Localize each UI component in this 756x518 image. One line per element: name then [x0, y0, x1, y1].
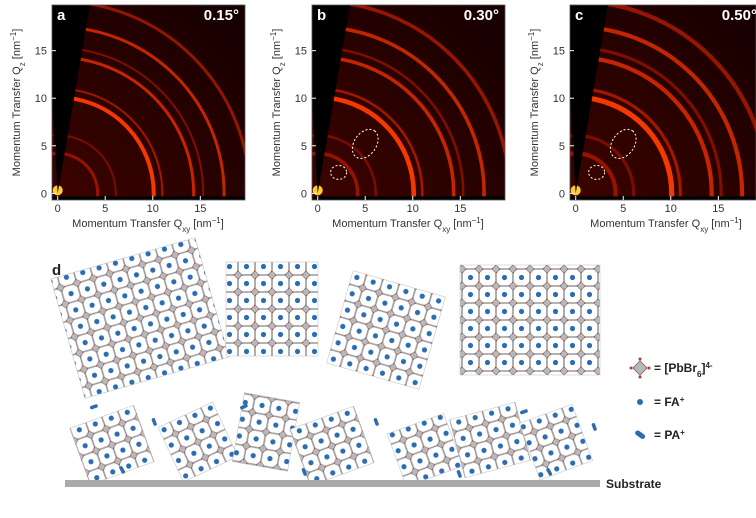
- y-tick-label: 0: [559, 188, 565, 200]
- crystal: [51, 238, 229, 399]
- y-tick-label: 0: [301, 188, 307, 200]
- pa-icon: [634, 429, 646, 439]
- legend-entry-part: = FA: [654, 395, 680, 409]
- y-axis-label-part: [nm: [271, 41, 283, 62]
- crystal: [460, 265, 600, 375]
- y-axis-label-part: [nm: [529, 41, 541, 62]
- y-axis-label-part: ]: [11, 29, 23, 32]
- y-axis-label: Momentum Transfer Qz [nm−1]: [269, 29, 287, 177]
- x-axis-label-part: xy: [700, 225, 708, 234]
- x-tick-label: 15: [712, 203, 724, 215]
- legend: = [PbBr6]4-= FA+= PA+: [654, 361, 713, 443]
- x-axis-label-part: Momentum Transfer Q: [590, 218, 700, 230]
- x-tick-label: 15: [454, 203, 466, 215]
- pa-ion: [591, 423, 597, 432]
- angle-label: 0.30°: [464, 7, 499, 24]
- x-axis-label-part: Momentum Transfer Q: [332, 218, 442, 230]
- y-axis-label-part: ]: [529, 29, 541, 32]
- y-tick-label: 5: [559, 141, 565, 153]
- y-axis-label-part: [nm: [11, 41, 23, 62]
- pa-ion: [520, 409, 529, 415]
- legend-entry-part: 4-: [705, 361, 712, 370]
- x-tick-label: 0: [315, 203, 321, 215]
- substrate-bar: [65, 480, 600, 487]
- crystal: [70, 405, 154, 485]
- substrate-label: Substrate: [606, 477, 662, 491]
- legend-entry: = [PbBr6]4-: [654, 361, 713, 379]
- octahedron-icon: [630, 358, 651, 379]
- y-axis-label-part: ]: [271, 29, 283, 32]
- legend-entry-part: +: [680, 395, 685, 404]
- crystal: [290, 406, 374, 486]
- x-axis-label: Momentum Transfer Qxy [nm−1]: [332, 216, 484, 234]
- horizon-strip: [570, 196, 756, 208]
- y-tick-label: 15: [35, 46, 47, 58]
- x-axis-label-part: [nm: [190, 218, 211, 230]
- x-axis-label: Momentum Transfer Qxy [nm−1]: [72, 216, 224, 234]
- y-axis-label-part: Momentum Transfer Q: [11, 66, 23, 176]
- y-axis-label-part: Momentum Transfer Q: [529, 66, 541, 176]
- x-axis-label-part: Momentum Transfer Q: [72, 218, 182, 230]
- y-tick-label: 15: [295, 46, 307, 58]
- legend-entry-part: +: [680, 428, 685, 437]
- y-tick-label: 10: [35, 93, 47, 105]
- x-axis-label-part: ]: [221, 218, 224, 230]
- y-tick-label: 5: [301, 141, 307, 153]
- crystal-blocks: [51, 238, 600, 487]
- figure: 051015051015Momentum Transfer Qxy [nm−1]…: [0, 0, 756, 518]
- fa-icon: [637, 399, 643, 405]
- y-tick-label: 15: [553, 46, 565, 58]
- angle-label: 0.15°: [204, 7, 239, 24]
- legend-entry: = FA+: [654, 395, 685, 410]
- y-tick-label: 0: [41, 188, 47, 200]
- panel-label: a: [57, 7, 66, 24]
- x-axis-label-part: xy: [442, 225, 450, 234]
- panel-label: d: [52, 262, 61, 279]
- legend-entry: = PA+: [654, 428, 685, 443]
- x-tick-label: 10: [147, 203, 159, 215]
- y-tick-label: 10: [553, 93, 565, 105]
- crystal: [158, 402, 238, 482]
- y-axis-label-part: Momentum Transfer Q: [271, 66, 283, 176]
- x-tick-label: 0: [573, 203, 579, 215]
- y-tick-label: 10: [295, 93, 307, 105]
- schematic: d Substrate = [PbBr6]4-= FA+= PA+: [51, 238, 713, 491]
- crystal: [226, 262, 318, 356]
- pa-ion: [456, 470, 462, 479]
- pa-ion: [151, 418, 157, 427]
- legend-entry-part: = [PbBr: [654, 361, 697, 375]
- panel-label: c: [575, 7, 583, 24]
- x-axis-label-part: [nm: [450, 218, 471, 230]
- x-axis-label-part: xy: [182, 225, 190, 234]
- crystal: [519, 404, 592, 480]
- x-tick-label: 5: [102, 203, 108, 215]
- pa-ion: [373, 418, 379, 427]
- legend-entry-part: = PA: [654, 428, 680, 442]
- x-axis-label-part: [nm: [708, 218, 729, 230]
- x-axis-label: Momentum Transfer Qxy [nm−1]: [590, 216, 742, 234]
- x-tick-label: 5: [362, 203, 368, 215]
- angle-label: 0.50°: [722, 7, 756, 24]
- x-tick-label: 5: [620, 203, 626, 215]
- x-axis-label-part: ]: [481, 218, 484, 230]
- x-tick-label: 15: [194, 203, 206, 215]
- x-axis-label-part: ]: [739, 218, 742, 230]
- pa-ion: [90, 404, 99, 410]
- y-tick-label: 5: [41, 141, 47, 153]
- x-tick-label: 0: [55, 203, 61, 215]
- x-tick-label: 10: [665, 203, 677, 215]
- crystal: [232, 393, 299, 472]
- panel-label: b: [317, 7, 326, 24]
- crystal: [327, 271, 446, 390]
- x-tick-label: 10: [407, 203, 419, 215]
- y-axis-label: Momentum Transfer Qz [nm−1]: [527, 29, 545, 177]
- y-axis-label: Momentum Transfer Qz [nm−1]: [9, 29, 27, 177]
